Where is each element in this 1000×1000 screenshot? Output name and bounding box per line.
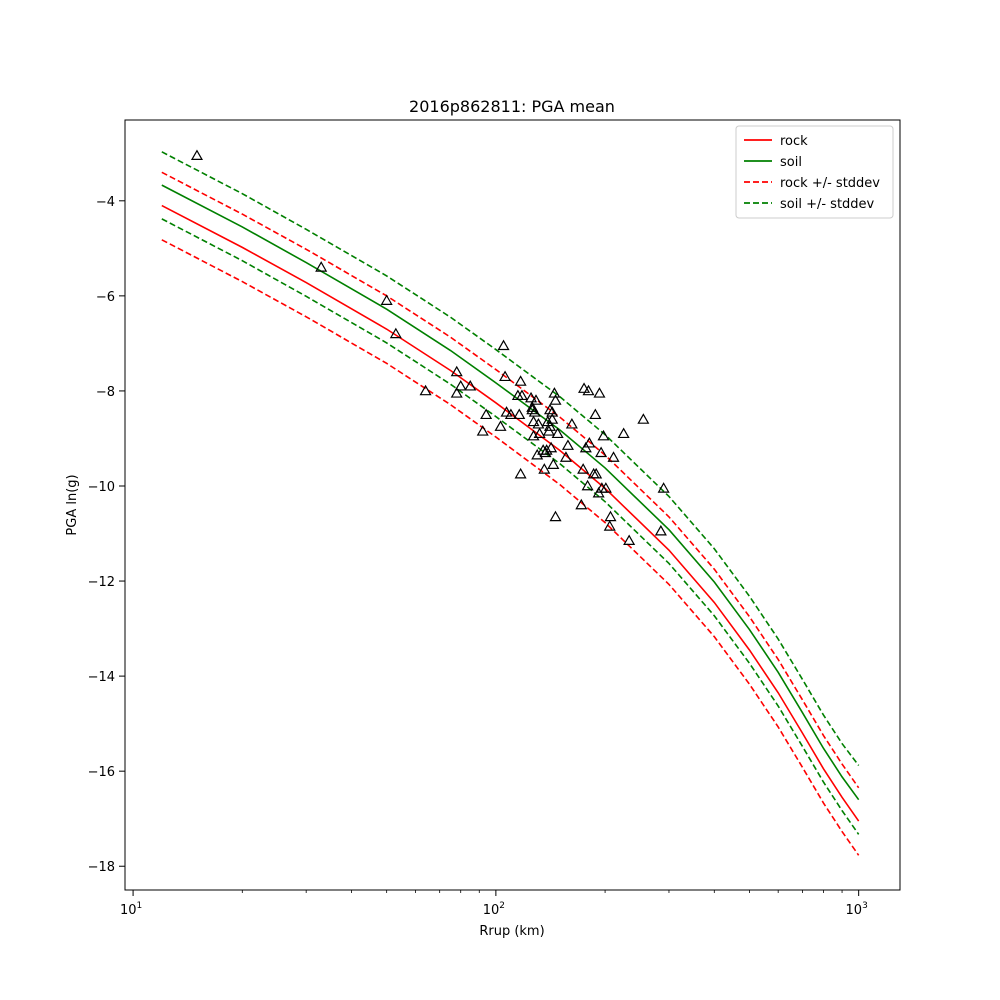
observation-point: [389, 327, 402, 339]
observation-point: [528, 406, 541, 417]
observation-point: [593, 387, 606, 398]
observation-point: [582, 384, 595, 396]
y-tick-label: −12: [88, 575, 115, 590]
observation-point: [547, 458, 560, 469]
observation-point: [529, 394, 543, 405]
series-line-rock: [161, 204, 860, 822]
legend: rock soil rock +/- stddev soil +/- stddev: [735, 125, 894, 219]
observation-point: [514, 375, 527, 386]
observation-point: [500, 406, 513, 417]
y-tick-label: −14: [88, 670, 115, 685]
curves-layer: [161, 151, 860, 856]
observations-layer: [190, 149, 670, 545]
observation-point: [497, 339, 510, 351]
plot-frame: [124, 119, 901, 891]
observation-point: [549, 394, 562, 405]
y-tick-label: −18: [88, 860, 115, 875]
observation-point: [617, 427, 630, 439]
chart-title: 2016p862811: PGA mean: [409, 97, 615, 116]
legend-label: rock: [780, 134, 808, 149]
observation-point: [589, 408, 602, 420]
x-axis-label: Rrup (km): [479, 924, 544, 939]
observation-point: [499, 370, 512, 382]
y-tick-label: −10: [88, 480, 115, 495]
observation-point: [526, 403, 539, 415]
legend-box: [735, 125, 894, 219]
observation-point: [532, 417, 545, 429]
y-tick-label: −8: [96, 385, 115, 400]
legend-label: rock +/- stddev: [780, 176, 880, 191]
observation-point: [597, 429, 610, 441]
y-tick-label: −16: [88, 765, 115, 780]
observation-point: [419, 384, 432, 396]
x-tick-label: 102: [483, 901, 505, 918]
observation-point: [637, 413, 650, 424]
y-tick-label: −4: [96, 195, 115, 210]
observation-point: [533, 427, 546, 439]
series-line-rock-stddev-lower: [161, 239, 860, 856]
observation-point: [450, 387, 463, 398]
x-tick-label: 101: [120, 901, 142, 918]
observation-point: [480, 408, 493, 420]
observation-point: [549, 510, 562, 522]
observation-point: [577, 463, 590, 474]
series-line-soil: [161, 184, 860, 801]
observation-point: [657, 482, 670, 493]
x-tick-label: 103: [846, 901, 868, 918]
observation-point: [543, 420, 557, 431]
observation-point: [540, 444, 553, 455]
observation-point: [190, 149, 203, 160]
legend-label: soil: [780, 155, 802, 170]
observation-point: [380, 294, 393, 305]
y-axis-label: PGA ln(g): [65, 474, 80, 535]
observation-point: [514, 467, 527, 479]
observation-point: [590, 467, 603, 479]
observation-point: [527, 415, 540, 427]
observation-point: [454, 379, 467, 391]
series-line-soil-stddev-lower: [161, 218, 860, 835]
series-line-soil-stddev-upper: [161, 151, 860, 766]
observation-point: [515, 389, 528, 401]
observation-point: [603, 520, 616, 531]
y-axis: −18 −16 −14 −12 −10 −8 −6 −4: [88, 195, 125, 875]
observation-point: [595, 446, 608, 458]
observation-point: [654, 524, 667, 536]
observation-point: [561, 439, 574, 450]
observation-point: [464, 379, 477, 391]
observation-point: [546, 413, 559, 424]
observation-point: [538, 463, 551, 474]
observation-point: [504, 408, 517, 420]
observation-point: [524, 391, 538, 403]
observation-point: [623, 534, 636, 545]
observation-point: [607, 451, 620, 462]
observation-point: [450, 365, 463, 377]
observation-point: [476, 425, 489, 436]
observation-point: [551, 427, 564, 439]
observation-point: [575, 498, 588, 510]
observation-point: [578, 382, 591, 393]
observation-point: [543, 403, 557, 415]
observation-point: [565, 417, 578, 429]
plot-area: [161, 149, 860, 856]
observation-point: [315, 261, 328, 272]
observation-point: [494, 420, 507, 431]
x-axis: 101 102 103: [120, 890, 868, 918]
observation-point: [546, 406, 559, 417]
observation-point: [513, 408, 526, 420]
observation-point: [583, 437, 596, 448]
observation-point: [604, 510, 617, 522]
observation-point: [599, 482, 612, 493]
observation-point: [559, 451, 572, 462]
observation-point: [581, 479, 594, 491]
y-tick-label: −6: [96, 290, 115, 305]
observation-point: [545, 441, 558, 453]
series-line-rock-stddev-upper: [161, 171, 860, 789]
legend-label: soil +/- stddev: [780, 197, 875, 212]
